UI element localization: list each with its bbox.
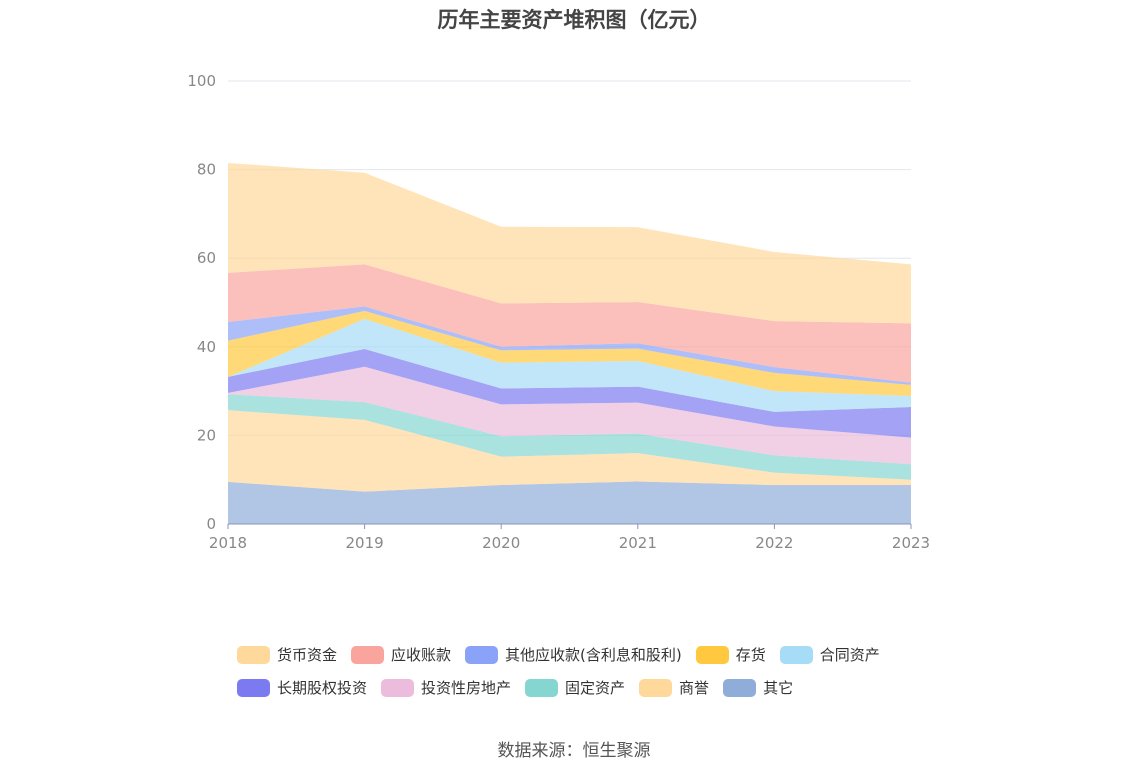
x-tick-label: 2023 bbox=[892, 534, 930, 552]
y-tick-label: 0 bbox=[206, 515, 216, 533]
area-series bbox=[228, 306, 911, 385]
legend-label: 其他应收款(含利息和股利) bbox=[505, 646, 682, 664]
legend-item[interactable]: 长期股权投资 bbox=[237, 677, 367, 698]
legend-item[interactable]: 货币资金 bbox=[237, 644, 337, 665]
legend-label: 商誉 bbox=[679, 679, 710, 697]
legend-label: 货币资金 bbox=[277, 646, 338, 664]
legend-item[interactable]: 其他应收款(含利息和股利) bbox=[465, 644, 682, 665]
legend-label: 合同资产 bbox=[819, 646, 880, 664]
legend-swatch bbox=[465, 645, 499, 664]
legend-swatch bbox=[237, 678, 270, 697]
area-series bbox=[228, 349, 911, 438]
legend-item[interactable]: 应收账款 bbox=[351, 644, 451, 665]
legend-swatch bbox=[723, 678, 757, 697]
legend-swatch bbox=[639, 678, 673, 697]
legend-item[interactable]: 存货 bbox=[695, 644, 766, 665]
x-tick-label: 2021 bbox=[619, 534, 657, 552]
legend-item[interactable]: 商誉 bbox=[639, 677, 709, 698]
y-tick-label: 20 bbox=[197, 426, 216, 444]
legend-label: 投资性房地产 bbox=[421, 679, 512, 697]
legend-item[interactable]: 合同资产 bbox=[779, 644, 880, 665]
legend-label: 固定资产 bbox=[565, 679, 626, 697]
legend-item[interactable]: 其它 bbox=[723, 677, 793, 698]
y-tick-label: 40 bbox=[197, 338, 216, 356]
legend-swatch bbox=[695, 645, 729, 664]
area-series bbox=[228, 310, 911, 396]
legend-label: 长期股权投资 bbox=[277, 679, 368, 697]
legend-row: 长期股权投资 投资性房地产 固定资产 商誉 其它 bbox=[237, 671, 937, 704]
x-tick-label: 2018 bbox=[209, 534, 247, 552]
y-tick-label: 80 bbox=[197, 161, 216, 179]
legend: 货币资金 应收账款 其他应收款(含利息和股利) 存货 合同资产 长期股权投资 投资性房地产… bbox=[237, 638, 937, 704]
area-series bbox=[228, 264, 911, 383]
legend-swatch bbox=[381, 678, 415, 697]
area-layers bbox=[228, 162, 911, 524]
area-series bbox=[228, 366, 911, 465]
area-series bbox=[228, 410, 911, 492]
legend-label: 存货 bbox=[735, 646, 766, 664]
y-tick-label: 60 bbox=[197, 249, 216, 267]
legend-swatch bbox=[237, 645, 270, 664]
legend-swatch bbox=[351, 645, 385, 664]
legend-item[interactable]: 投资性房地产 bbox=[381, 677, 511, 698]
area-series bbox=[228, 481, 911, 524]
legend-swatch bbox=[779, 645, 813, 664]
x-tick-label: 2020 bbox=[482, 534, 520, 552]
area-series bbox=[228, 162, 911, 324]
legend-row: 货币资金 应收账款 其他应收款(含利息和股利) 存货 合同资产 bbox=[237, 638, 937, 671]
axes: 0 20 40 60 80 100 2018 2019 2020 2021 2022 2023 bbox=[187, 72, 930, 552]
y-tick-label: 100 bbox=[187, 72, 216, 90]
x-tick-label: 2019 bbox=[346, 534, 384, 552]
legend-swatch bbox=[525, 678, 559, 697]
chart-title: 历年主要资产堆积图（亿元） bbox=[437, 8, 711, 32]
legend-label: 其它 bbox=[763, 679, 794, 697]
data-source: 数据来源：恒生聚源 bbox=[497, 741, 651, 761]
legend-label: 应收账款 bbox=[391, 646, 452, 664]
x-tick-label: 2022 bbox=[755, 534, 793, 552]
legend-item[interactable]: 固定资产 bbox=[525, 677, 625, 698]
area-series bbox=[228, 394, 911, 480]
area-series bbox=[228, 318, 911, 412]
